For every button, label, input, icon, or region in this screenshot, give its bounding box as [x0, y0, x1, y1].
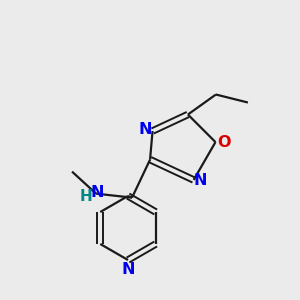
Text: N: N	[90, 185, 104, 200]
Text: N: N	[194, 173, 207, 188]
Text: O: O	[218, 135, 231, 150]
Text: N: N	[121, 262, 135, 277]
Text: N: N	[139, 122, 152, 137]
Text: H: H	[80, 189, 92, 204]
